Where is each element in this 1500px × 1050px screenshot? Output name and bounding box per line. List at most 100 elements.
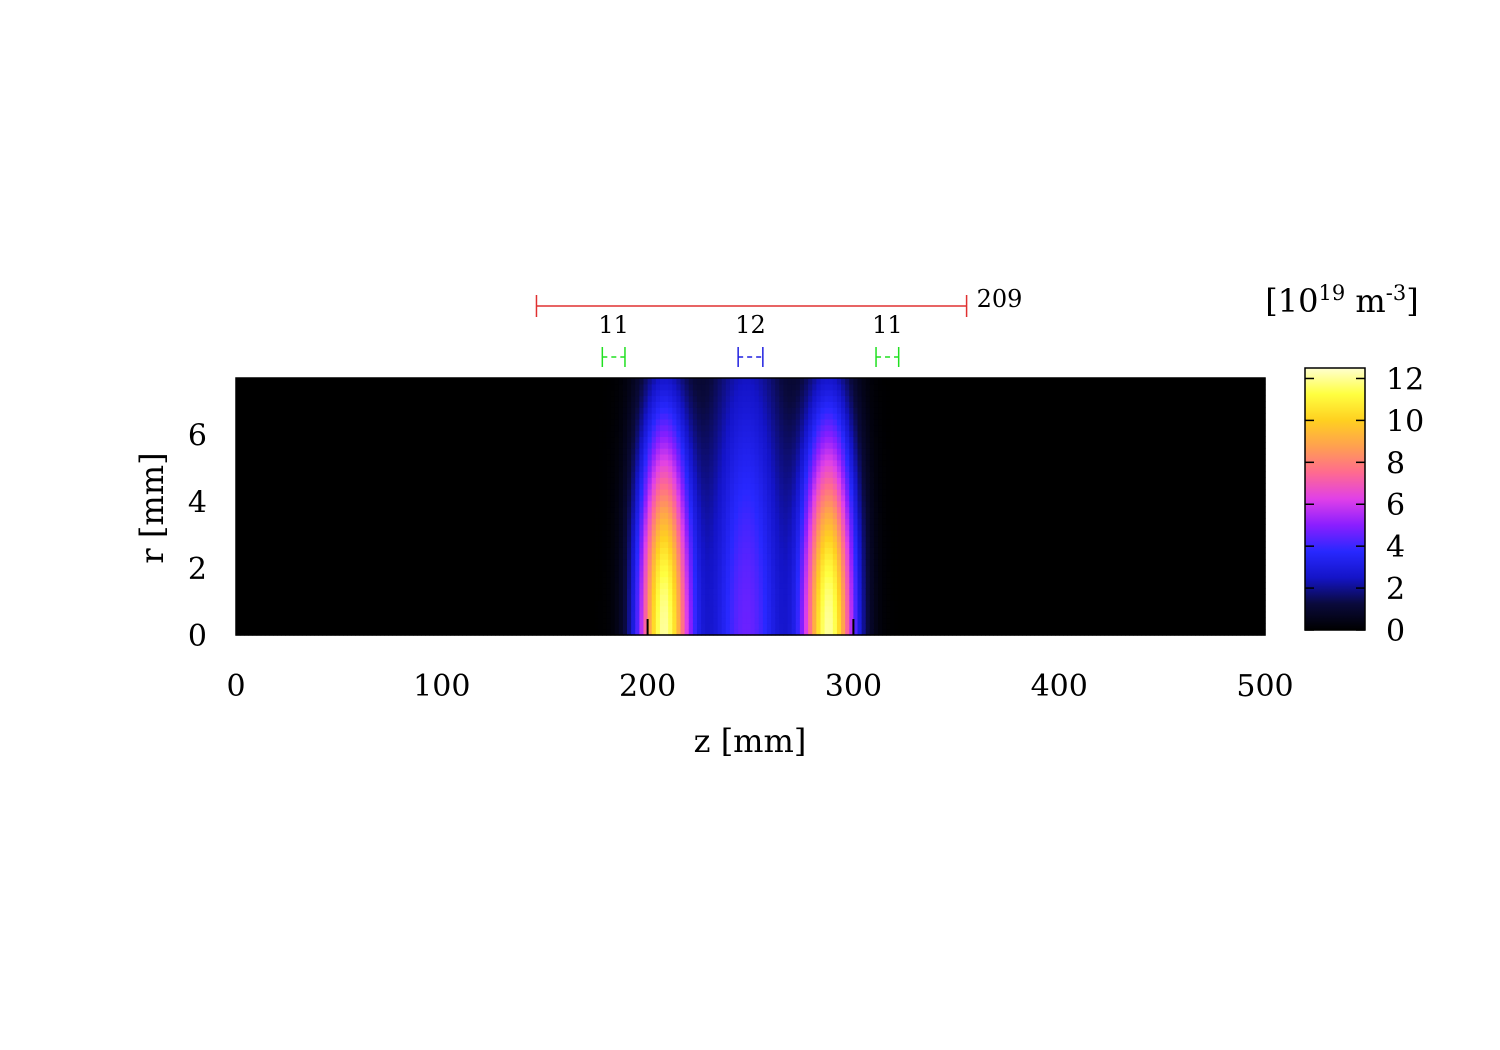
heatmap-cell [326,424,332,432]
heatmap-cell [256,378,262,385]
heatmap-cell [301,588,307,595]
heatmap-cell [330,413,336,420]
heatmap-cell [359,407,365,414]
heatmap-cell [400,512,406,519]
heatmap-cell [297,418,303,426]
heatmap-cell [552,448,558,455]
heatmap-cell [627,535,632,543]
heatmap-cell [557,535,562,543]
heatmap-cell [631,465,636,473]
heatmap-cell [314,413,319,420]
heatmap-cell [532,389,538,397]
heatmap-cell [450,576,455,584]
heatmap-cell [470,395,476,402]
heatmap-cell [536,547,542,554]
heatmap-cell [322,605,328,613]
heatmap-cell [487,494,492,502]
heatmap-cell [359,629,365,636]
heatmap-cell [672,413,678,420]
heatmap-cell [552,582,558,589]
heatmap-cell [610,576,616,584]
heatmap-cell [433,588,439,595]
heatmap-cell [684,605,690,613]
heatmap-cell [330,424,336,432]
heatmap-cell [314,500,319,508]
heatmap-cell [503,588,509,595]
heatmap-cell [412,418,418,426]
heatmap-cell [445,570,451,578]
heatmap-cell [561,605,566,613]
heatmap-cell [589,430,595,438]
heatmap-cell [495,424,501,432]
heatmap-cell [524,378,529,385]
heatmap-cell [540,576,546,584]
heatmap-cell [565,442,570,449]
heatmap-cell [260,629,266,636]
heatmap-cell [536,424,542,432]
heatmap-cell [338,559,344,566]
heatmap-cell [248,424,254,432]
heatmap-cell [338,629,344,636]
heatmap-cell [371,529,377,537]
heatmap-cell [602,436,608,443]
heatmap-cell [540,459,546,467]
heatmap-cell [343,453,348,461]
heatmap-cell [499,541,505,548]
heatmap-cell [701,588,706,595]
heatmap-cell [400,605,406,613]
heatmap-cell [338,617,344,624]
heatmap-cell [277,395,282,402]
heatmap-cell [347,383,352,391]
heatmap-cell [495,535,501,543]
heatmap-cell [659,518,665,525]
heatmap-cell [252,383,258,391]
heatmap-cell [589,576,595,584]
heatmap-cell [400,599,406,607]
heatmap-cell [252,448,258,455]
heatmap-cell [268,599,274,607]
heatmap-cell [643,418,649,426]
heatmap-cell [417,430,422,438]
heatmap-cell [466,448,472,455]
heatmap-cell [310,413,315,420]
heatmap-cell [692,453,698,461]
heatmap-cell [363,547,369,554]
heatmap-cell [462,506,468,513]
heatmap-cell [351,605,356,613]
heatmap-cell [676,576,682,584]
heatmap-cell [470,494,476,502]
heatmap-cell [684,506,690,513]
heatmap-cell [305,605,311,613]
heatmap-cell [297,424,303,432]
heatmap-cell [507,413,513,420]
heatmap-cell [561,541,566,548]
heatmap-cell [363,576,369,584]
heatmap-cell [338,623,344,630]
heatmap-cell [606,459,612,467]
heatmap-cell [330,547,336,554]
heatmap-cell [441,378,447,385]
heatmap-cell [351,570,356,578]
heatmap-cell [429,570,435,578]
heatmap-cell [528,477,533,484]
heatmap-cell [417,378,422,385]
heatmap-cell [627,488,632,496]
heatmap-cell [380,494,385,502]
heatmap-cell [696,378,702,385]
heatmap-cell [273,588,278,595]
heatmap-cell [536,453,542,461]
heatmap-cell [285,617,291,624]
heatmap-cell [524,512,529,519]
heatmap-cell [643,518,649,525]
heatmap-cell [388,599,394,607]
heatmap-cell [688,599,694,607]
heatmap-cell [524,477,529,484]
heatmap-cell [573,524,579,531]
heatmap-cell [285,564,291,572]
heatmap-cell [305,436,311,443]
heatmap-cell [491,564,496,572]
heatmap-cell [557,553,562,560]
heatmap-cell [454,395,459,402]
heatmap-cell [277,599,282,607]
heatmap-cell [322,471,328,478]
